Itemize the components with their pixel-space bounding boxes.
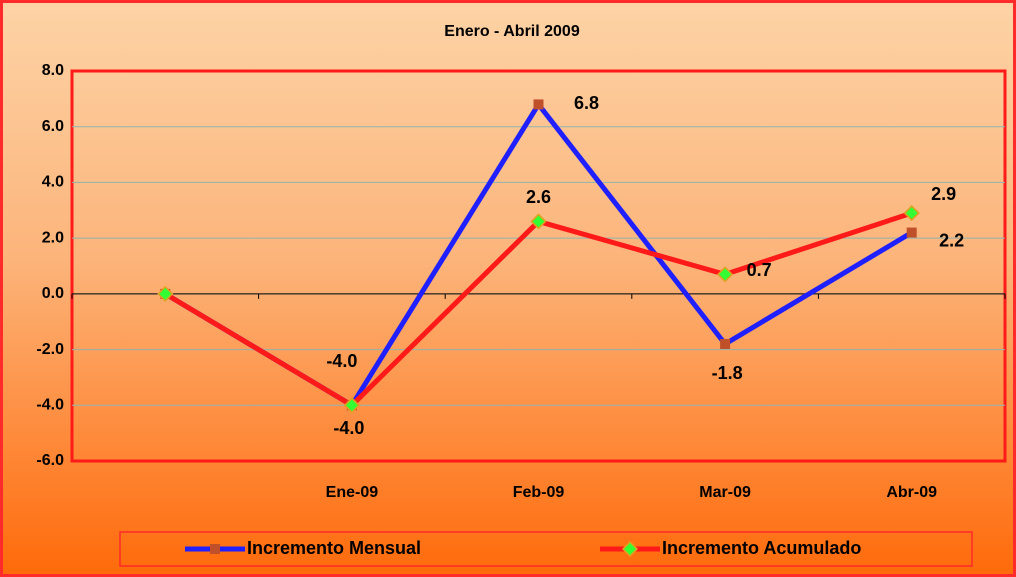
data-label: 0.7 bbox=[747, 260, 772, 280]
legend-box bbox=[119, 531, 973, 567]
y-tick-label: -2.0 bbox=[36, 341, 64, 358]
data-label: 2.6 bbox=[526, 187, 551, 207]
series-marker bbox=[717, 266, 734, 283]
series-marker bbox=[903, 205, 920, 222]
data-label: 2.9 bbox=[931, 184, 956, 204]
x-tick-label: Abr-09 bbox=[886, 484, 937, 501]
legend-marker bbox=[210, 544, 220, 554]
y-tick-label: 4.0 bbox=[42, 174, 64, 191]
series-marker bbox=[906, 227, 917, 238]
x-tick-label: Ene-09 bbox=[326, 484, 379, 501]
y-tick-label: 2.0 bbox=[42, 229, 64, 246]
y-tick-label: 8.0 bbox=[42, 62, 64, 79]
y-tick-label: -6.0 bbox=[36, 452, 64, 469]
data-label: 2.2 bbox=[939, 230, 964, 250]
series-marker bbox=[157, 285, 174, 302]
chart-title: Enero - Abril 2009 bbox=[444, 23, 580, 40]
y-tick-label: 0.0 bbox=[42, 285, 64, 302]
data-label: 6.8 bbox=[574, 93, 599, 113]
legend-marker bbox=[621, 540, 639, 558]
plot-area bbox=[70, 69, 1007, 463]
data-label: -4.0 bbox=[326, 351, 357, 371]
series-marker bbox=[530, 213, 547, 230]
data-label: -4.0 bbox=[333, 418, 364, 438]
y-tick-label: -4.0 bbox=[36, 397, 64, 414]
data-label: -1.8 bbox=[712, 363, 743, 383]
x-tick-label: Feb-09 bbox=[513, 484, 565, 501]
x-tick-label: Mar-09 bbox=[699, 484, 751, 501]
y-tick-label: 6.0 bbox=[42, 118, 64, 135]
legend-label: Incremento Acumulado bbox=[662, 538, 861, 558]
series-marker bbox=[343, 397, 360, 414]
series-marker bbox=[533, 99, 544, 110]
legend-label: Incremento Mensual bbox=[247, 538, 421, 558]
series-marker bbox=[720, 339, 731, 349]
